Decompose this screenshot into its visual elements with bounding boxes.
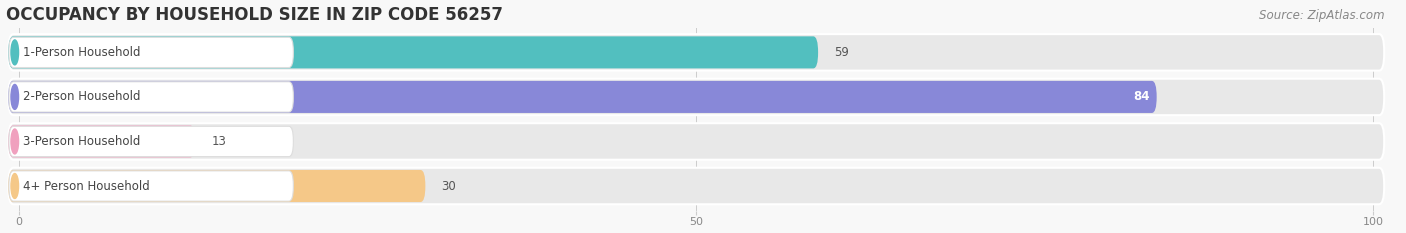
FancyBboxPatch shape <box>8 36 818 69</box>
Circle shape <box>11 40 18 65</box>
Text: 30: 30 <box>441 179 457 192</box>
Circle shape <box>11 84 18 110</box>
FancyBboxPatch shape <box>8 171 294 201</box>
FancyBboxPatch shape <box>8 170 426 202</box>
Text: 3-Person Household: 3-Person Household <box>22 135 141 148</box>
Text: Source: ZipAtlas.com: Source: ZipAtlas.com <box>1260 9 1385 22</box>
FancyBboxPatch shape <box>8 126 294 157</box>
FancyBboxPatch shape <box>8 37 294 68</box>
FancyBboxPatch shape <box>8 34 1384 71</box>
Text: 1-Person Household: 1-Person Household <box>22 46 141 59</box>
Text: 4+ Person Household: 4+ Person Household <box>22 179 149 192</box>
FancyBboxPatch shape <box>8 81 1157 113</box>
FancyBboxPatch shape <box>8 168 1384 204</box>
FancyBboxPatch shape <box>8 125 195 158</box>
FancyBboxPatch shape <box>8 123 1384 160</box>
Text: 2-Person Household: 2-Person Household <box>22 90 141 103</box>
Circle shape <box>11 174 18 199</box>
Text: 59: 59 <box>834 46 849 59</box>
Circle shape <box>11 129 18 154</box>
Text: 84: 84 <box>1133 90 1150 103</box>
Text: 13: 13 <box>211 135 226 148</box>
FancyBboxPatch shape <box>8 82 294 112</box>
Text: OCCUPANCY BY HOUSEHOLD SIZE IN ZIP CODE 56257: OCCUPANCY BY HOUSEHOLD SIZE IN ZIP CODE … <box>6 6 502 24</box>
FancyBboxPatch shape <box>8 79 1384 115</box>
